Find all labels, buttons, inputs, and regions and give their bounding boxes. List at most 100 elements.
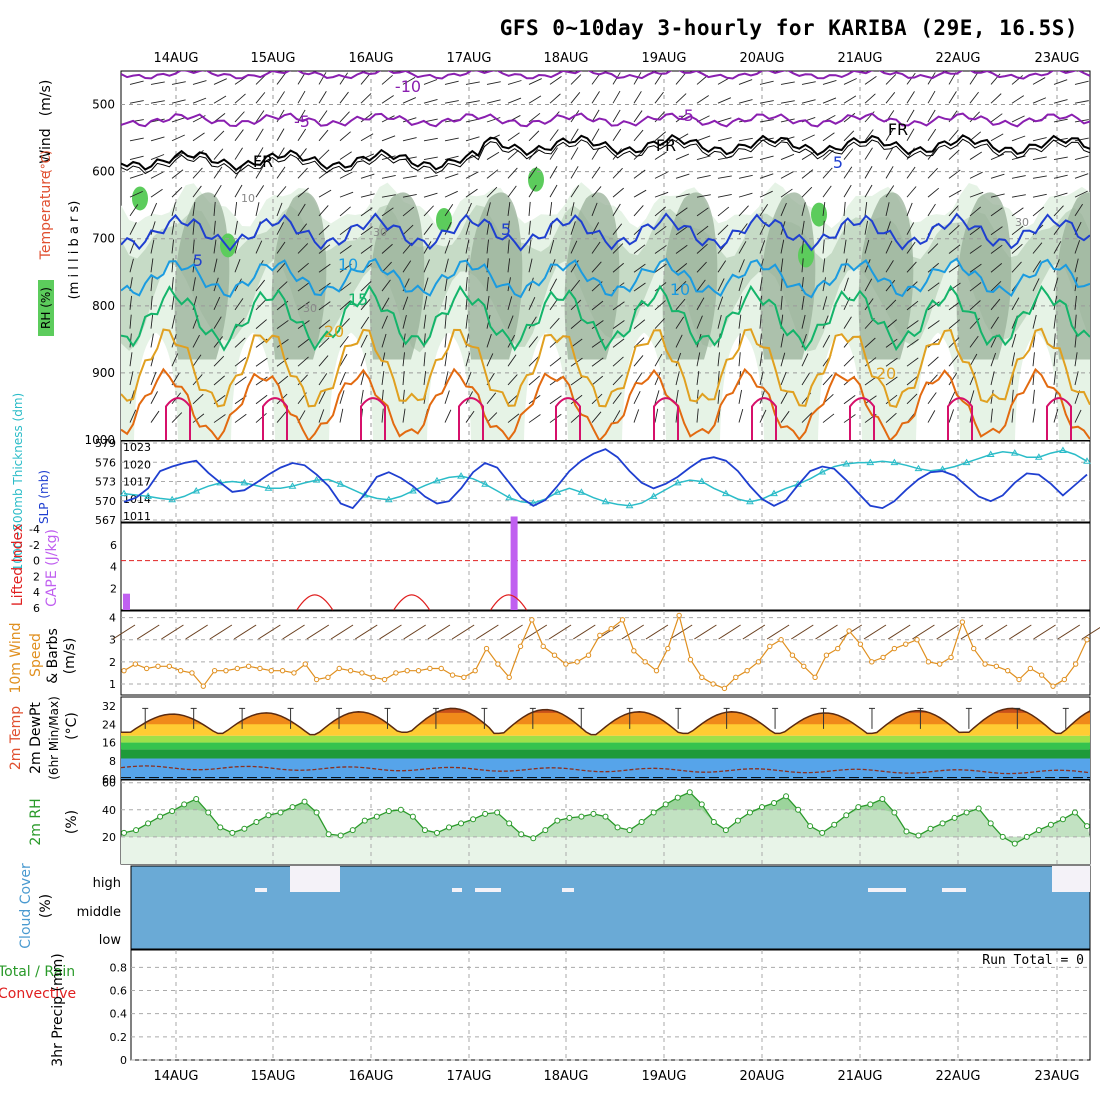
upper-wind-barb-466 <box>633 263 646 273</box>
upper-wind-barb-129 <box>255 357 268 367</box>
upper-wind-barb-126 <box>255 299 267 311</box>
rh2m-point-17 <box>325 831 332 838</box>
upper-wind-barb-197 <box>339 206 351 217</box>
upper-wind-barb-701 <box>885 394 898 405</box>
upper-wind-barb-826 <box>1032 242 1043 254</box>
contour-label-16: 30 <box>1015 216 1029 229</box>
upper-wind-barb-509 <box>675 352 682 367</box>
wind10-point-73 <box>948 654 954 661</box>
upper-wind-barb-146 <box>276 320 289 329</box>
date-bottom-21AUG: 21AUG <box>837 1069 882 1084</box>
upper-wind-barb-234 <box>381 194 396 198</box>
upper-wind-barb-72 <box>192 354 202 367</box>
cloud-gap-2 <box>452 888 462 892</box>
upper-wind-barb-670 <box>864 166 873 179</box>
upper-wind-barb-537 <box>717 175 732 179</box>
upper-wind-barb-255 <box>402 224 414 236</box>
cape-tick-6: 6 <box>110 539 117 552</box>
wind10-barb-80 <box>1081 626 1100 640</box>
rh2m-point-43 <box>638 819 645 825</box>
upper-wind-barb-116 <box>255 110 265 123</box>
thickness-marker-58 <box>818 468 827 475</box>
upper-wind-barb-856 <box>1074 100 1089 104</box>
upper-wind-barb-571 <box>759 100 774 104</box>
upper-wind-barb-860 <box>1074 173 1089 179</box>
rh2m-point-37 <box>566 814 573 821</box>
upper-wind-barb-859 <box>1074 155 1089 160</box>
wind10-tick-1: 1 <box>109 678 116 691</box>
wind10-barb-72 <box>984 624 1008 640</box>
upper-wind-barb-20 <box>150 100 165 104</box>
cloud-gap-7 <box>1052 866 1090 892</box>
upper-wind-barb-403 <box>570 147 579 160</box>
upper-wind-barb-677 <box>864 298 874 311</box>
rh2m-point-42 <box>626 827 633 834</box>
upper-wind-barb-303 <box>444 409 452 423</box>
upper-wind-barb-179 <box>318 224 330 236</box>
upper-wind-barb-447 <box>612 262 624 273</box>
upper-wind-barb-759 <box>948 409 955 423</box>
rh2m-tick-60: 60 <box>102 777 116 790</box>
wind10-point-40 <box>574 659 580 665</box>
upper-wind-barb-404 <box>570 166 579 179</box>
upper-wind-barb-870 <box>1074 352 1078 367</box>
wind10-point-45 <box>631 648 637 654</box>
wind10-barb-58 <box>815 624 838 640</box>
upper-wind-barb-706 <box>906 128 915 142</box>
rh2m-point-21 <box>373 813 380 820</box>
upper-wind-barb-594 <box>780 171 794 179</box>
upper-wind-barb-740 <box>927 410 936 423</box>
upper-wind-barb-162 <box>297 262 309 273</box>
rh2m-point-28 <box>458 820 465 827</box>
upper-wind-barb-712 <box>906 241 916 254</box>
upper-wind-barb-499 <box>675 173 690 179</box>
temp2m-panel: 8 16 24 32 60 <box>102 696 1091 786</box>
wind10-tick-3: 3 <box>109 634 116 647</box>
thickness-marker-32 <box>505 493 514 501</box>
upper-wind-barb-641 <box>822 334 831 348</box>
upper-wind-barb-380 <box>549 76 562 85</box>
thickness-marker-74 <box>1010 449 1019 456</box>
date-top-19AUG: 19AUG <box>641 51 686 66</box>
contour-label-5: FR <box>888 120 908 139</box>
rh2m-point-53 <box>758 804 765 811</box>
upper-wind-barb-212 <box>360 133 374 142</box>
upper-wind-barb-278 <box>423 296 428 310</box>
upper-wind-barb-500 <box>675 193 690 198</box>
upper-wind-barb-603 <box>780 333 785 348</box>
contour-30-8 <box>947 397 973 440</box>
contour-label-12: 20 <box>324 322 344 341</box>
thickness-marker-72 <box>986 450 995 457</box>
upper-wind-barb-463 <box>633 205 644 217</box>
wind10-point-35 <box>517 643 524 650</box>
upper-wind-barb-391 <box>549 278 558 292</box>
upper-wind-barb-450 <box>612 320 625 329</box>
upper-wind-barb-600 <box>780 277 783 292</box>
pressure-tick-500: 500 <box>92 98 115 112</box>
upper-wind-barb-90 <box>213 336 224 348</box>
upper-wind-barb-581 <box>759 277 763 292</box>
rh2m-point-50 <box>722 827 729 834</box>
pressure-tick-800: 800 <box>92 299 115 313</box>
wind10-point-1 <box>132 661 139 667</box>
rh2m-point-64 <box>891 809 898 816</box>
rh-plume-0 <box>174 192 230 360</box>
rh2m-point-75 <box>1023 833 1030 840</box>
label-temperature: Temperature <box>38 171 54 261</box>
upper-wind-barb-442 <box>612 167 623 179</box>
upper-wind-barb-208 <box>339 408 344 423</box>
upper-wind-barb-186 <box>318 355 329 367</box>
upper-wind-barb-663 <box>843 395 856 405</box>
upper-wind-barb-305 <box>465 100 480 104</box>
upper-wind-barb-522 <box>696 243 708 254</box>
upper-wind-barb-361 <box>528 78 542 85</box>
upper-wind-barb-505 <box>675 280 687 292</box>
upper-wind-barb-555 <box>738 156 753 161</box>
upper-wind-barb-248 <box>402 97 417 104</box>
upper-wind-barb-633 <box>822 185 832 198</box>
label-wind10-c: (m/s) <box>62 638 78 675</box>
upper-wind-barb-611 <box>801 134 815 142</box>
upper-wind-barb-47 <box>171 239 175 254</box>
upper-wind-barb-431 <box>591 320 604 329</box>
upper-wind-barb-804 <box>1011 194 1026 198</box>
